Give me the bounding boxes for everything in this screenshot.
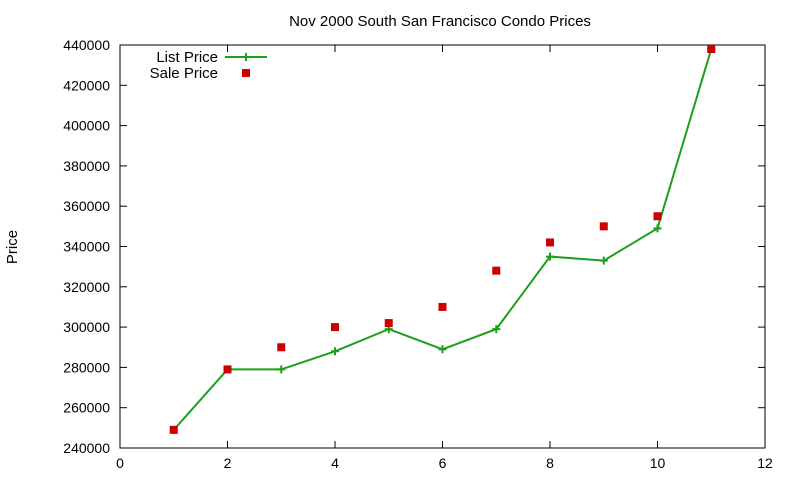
list-price-point [277,365,286,374]
x-tick-label: 0 [116,455,124,471]
list-price-line [173,48,713,431]
x-tick-label: 8 [546,455,554,471]
y-tick-label: 240000 [63,440,110,456]
list-price-point [653,224,662,233]
sale-price-point [277,343,286,352]
y-axis-label: Price [4,230,21,264]
x-tick-label: 6 [439,455,447,471]
legend-label-sale-price: Sale Price [150,65,218,82]
chart-title: Nov 2000 South San Francisco Condo Price… [289,13,591,30]
sale-price-point [546,238,554,247]
axes: 0 2 4 6 8 10 12 240000 260000 280000 300000 320000 3… [63,37,773,471]
legend-marker-list-price [242,53,250,61]
list-price-point [438,345,447,354]
y-tick-label: 360000 [63,198,110,214]
sale-price-point [599,222,608,231]
y-tick-label: 300000 [63,319,110,335]
sale-price-point [223,365,232,374]
x-tick-label: 2 [224,455,232,471]
y-tick-label: 260000 [63,400,110,416]
plot-frame [119,44,766,449]
y-tick-label: 280000 [63,359,110,375]
list-price-point [546,252,554,261]
x-tick-label: 4 [331,455,339,471]
list-price-point [331,347,339,356]
x-tick-label: 10 [650,455,666,471]
legend-label-list-price: List Price [156,49,218,66]
y-tick-label: 320000 [63,279,110,295]
y-tick-label: 400000 [63,118,110,134]
sale-price-point [653,212,662,221]
sale-price-point [331,323,339,332]
sale-price-point [707,45,716,54]
sale-price-point [384,319,393,328]
y-tick-label: 420000 [63,77,110,93]
y-tick-label: 380000 [63,158,110,174]
x-tick-label: 12 [757,455,773,471]
legend-marker-sale-price [242,69,250,77]
sale-price-point [492,266,501,275]
series-list-price [169,45,716,434]
list-price-point [492,325,501,334]
sale-price-point [169,425,178,434]
y-tick-label: 440000 [63,37,110,53]
y-tick-label: 340000 [63,239,110,255]
sale-price-point [438,302,447,311]
series-sale-price [169,45,716,434]
list-price-point [599,256,608,265]
series-layer [169,45,716,434]
